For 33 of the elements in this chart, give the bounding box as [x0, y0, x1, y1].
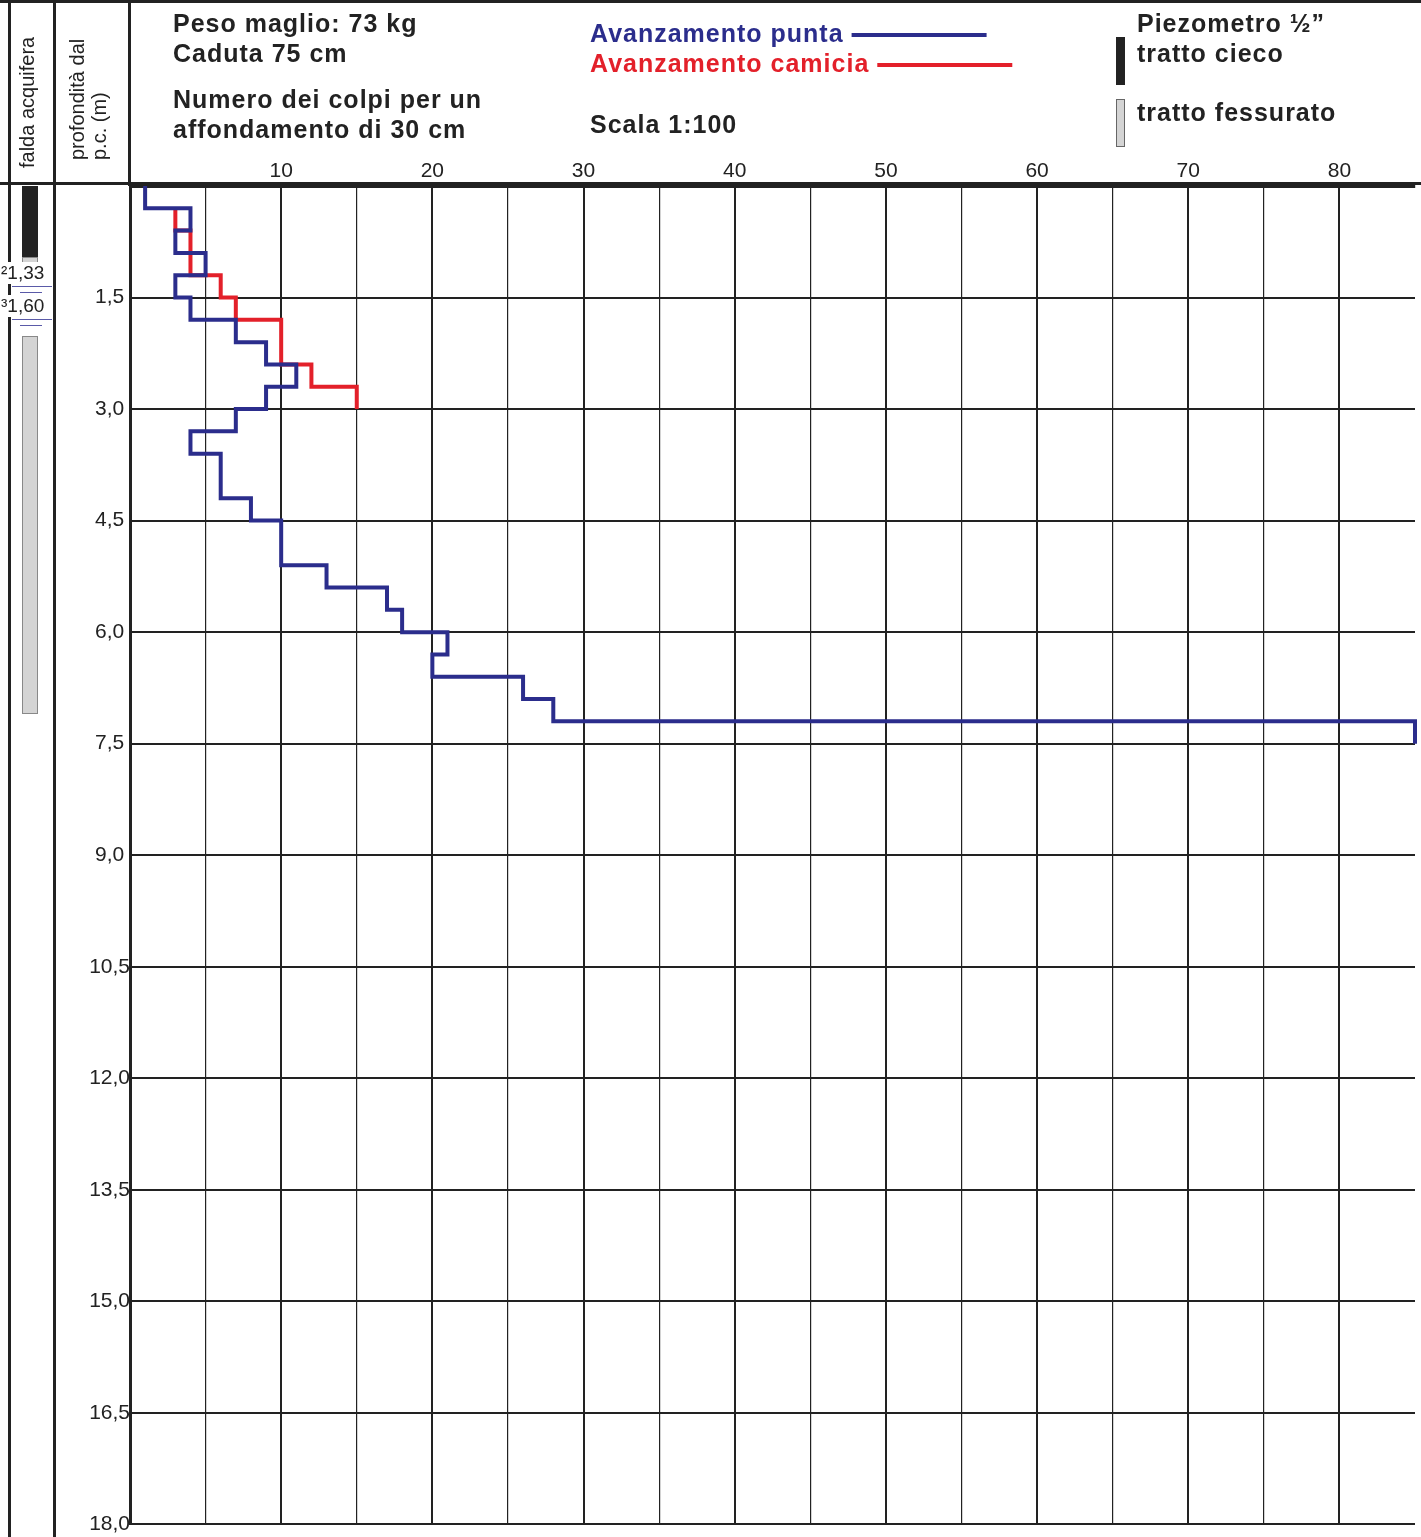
x-tick-label: 10	[269, 158, 293, 182]
y-tick-label: 18,0	[89, 1511, 130, 1535]
text: Scala 1:100	[590, 109, 738, 139]
y-tick-label: 9,0	[94, 842, 125, 865]
text: Avanzamento punta	[590, 18, 844, 47]
y-tick-label: 6,0	[94, 618, 125, 642]
y-tick-label: 15,0	[89, 1288, 130, 1312]
y-tick-label: 12,0	[89, 1065, 130, 1089]
y-tick-label: 13,5	[89, 1176, 130, 1200]
text: Avanzamento camicia	[590, 48, 870, 77]
y-tick-label: 1,5	[94, 284, 125, 308]
text: Piezometro ½”	[1137, 8, 1326, 38]
x-tick-label: 70	[1176, 158, 1200, 182]
x-tick-label: 80	[1327, 158, 1352, 182]
y-axis-title: profondità dal p.c. (m)	[66, 37, 110, 160]
text: falda acquifera	[16, 36, 38, 168]
x-tick-label: 30	[571, 158, 596, 182]
y-tick-label: 7,5	[94, 730, 125, 754]
x-axis-title: Numero dei colpi per un affondamento di 30 cm	[173, 84, 484, 144]
y-tick-label: 4,5	[94, 507, 125, 531]
chart-subtitle: Caduta 75 cm	[173, 38, 348, 68]
text: ²1,33	[1, 262, 45, 284]
x-tick-label: 40	[723, 158, 747, 182]
text: tratto fessurato	[1137, 97, 1337, 127]
y-tick-label: 16,5	[89, 1399, 130, 1423]
x-tick-label: 20	[420, 158, 445, 182]
text: ³1,60	[1, 295, 45, 317]
x-tick-label: 60	[1025, 158, 1049, 182]
x-tick-label: 50	[874, 158, 898, 182]
chart-title: Peso maglio: 73 kg	[173, 8, 418, 38]
y-tick-label: 3,0	[94, 395, 125, 419]
y-tick-label: 10,5	[89, 953, 130, 977]
text: tratto cieco	[1137, 38, 1284, 68]
